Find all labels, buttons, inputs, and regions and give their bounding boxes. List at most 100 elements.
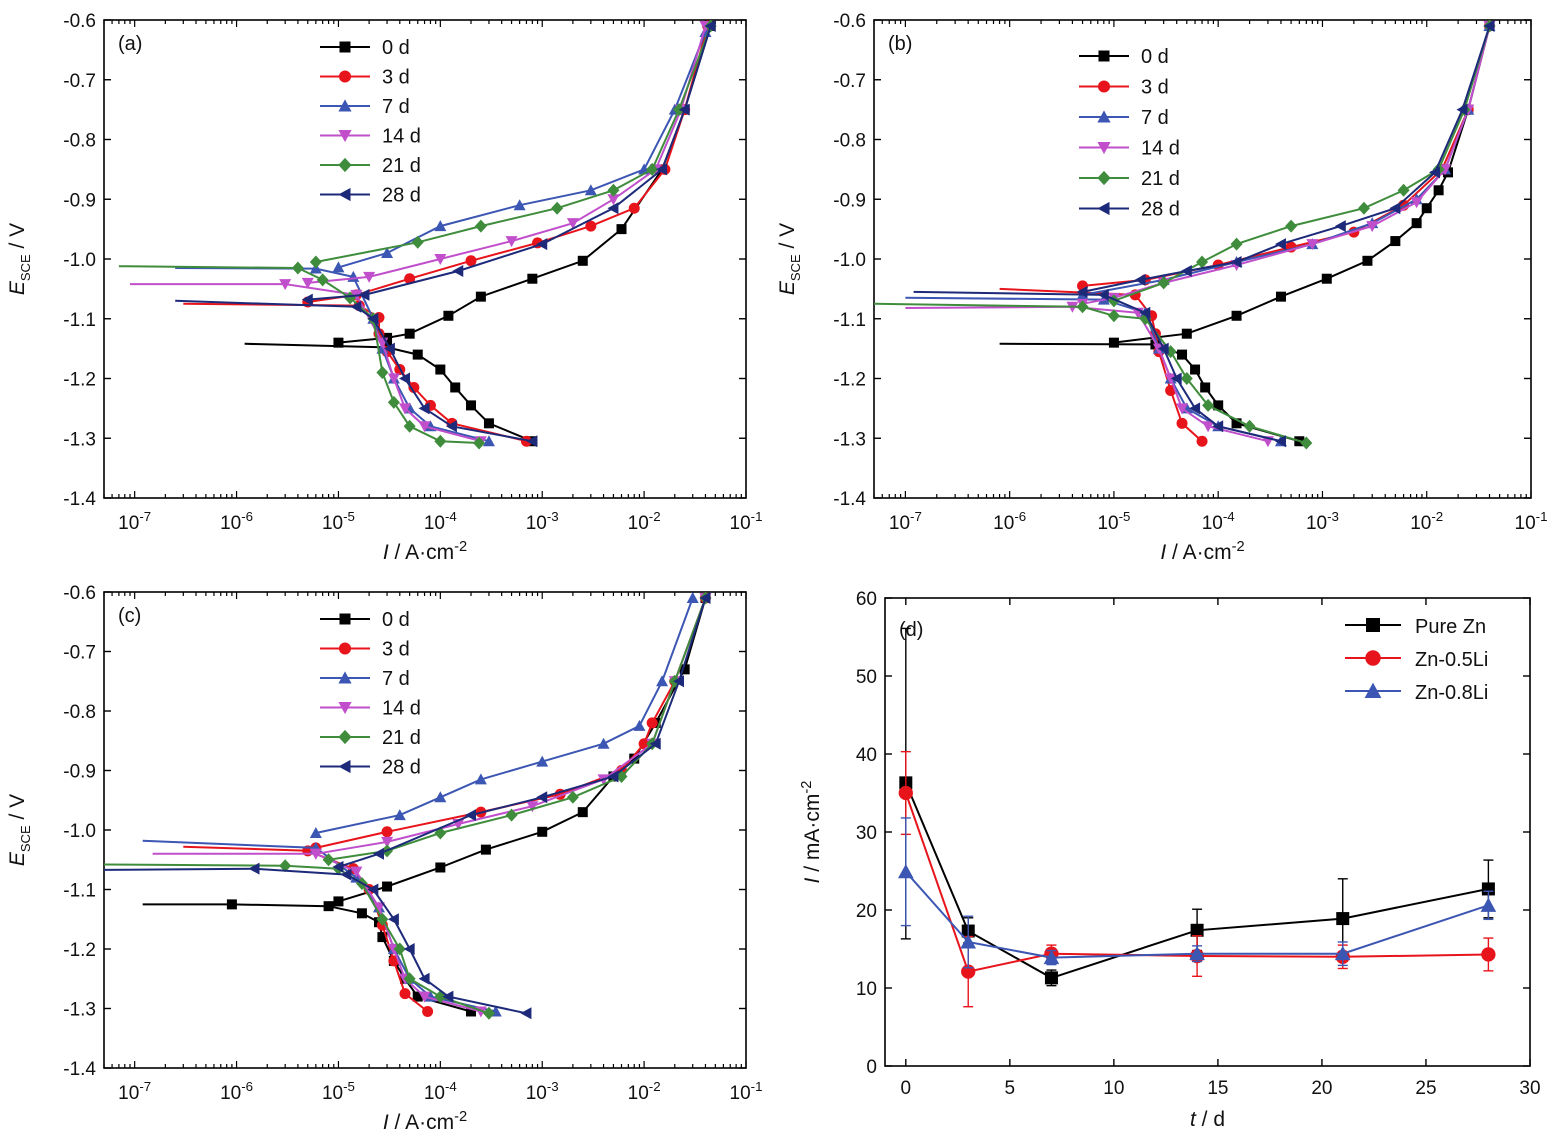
panel-a-polarization-chart: -0.6 -0.7 -0.8 -0.9 -1.0 -1.1 -1.2 -1.3 -1.4 10-7… — [6, 11, 762, 564]
series-7-d — [142, 592, 699, 1017]
legend: 0 d 3 d 7 d 14 d 21 d 28 d — [320, 37, 421, 207]
x-tick-label: 10-5​ — [322, 509, 355, 534]
data-point — [513, 199, 526, 211]
legend-label: 21 d — [382, 727, 421, 749]
data-point — [649, 737, 661, 750]
series-0-d — [999, 20, 1495, 447]
data-point — [1189, 402, 1201, 415]
data-point — [1176, 403, 1189, 415]
legend-label: 3 d — [382, 639, 410, 661]
x-tick-label: 10-1​ — [730, 1079, 763, 1104]
y-tick-label: -0.7 — [63, 71, 96, 92]
data-point — [434, 220, 447, 232]
y-tick-label: -0.7 — [833, 71, 866, 92]
y-tick-label: -0.7 — [63, 643, 96, 664]
data-point — [372, 902, 385, 914]
data-point — [434, 434, 447, 448]
data-point — [1213, 400, 1224, 411]
data-point — [332, 860, 344, 873]
data-point — [418, 421, 431, 433]
cathodic-branch-line — [183, 302, 527, 443]
legend: Pure Zn Zn-0.5Li Zn-0.8Li — [1345, 616, 1488, 704]
data-point — [1243, 419, 1256, 433]
y-tick-label: 50 — [856, 667, 877, 688]
legend-label: 0 d — [382, 609, 410, 631]
panel-label: (d) — [899, 619, 923, 641]
x-tick-label: 10-4​ — [424, 509, 457, 534]
legend-label: 3 d — [1141, 77, 1169, 99]
data-point — [1366, 221, 1379, 233]
plot-area — [898, 627, 1497, 1008]
data-point — [1421, 203, 1432, 214]
y-tick-label: -1.3 — [63, 1000, 96, 1021]
x-tick-label: 10-6​ — [993, 509, 1026, 534]
data-point — [344, 291, 357, 305]
data-point — [465, 809, 477, 822]
data-point — [399, 403, 412, 415]
data-point — [1190, 923, 1204, 937]
legend-label: 7 d — [1141, 107, 1169, 129]
data-point — [536, 791, 548, 804]
data-point — [536, 755, 549, 767]
y-tick-label: -1.2 — [833, 370, 866, 391]
x-tick-label: 10-2​ — [1410, 509, 1443, 534]
data-point — [1481, 947, 1496, 962]
data-point — [367, 312, 379, 325]
data-point — [607, 202, 619, 215]
data-point — [1397, 183, 1410, 197]
legend-label: 3 d — [382, 67, 410, 89]
data-point — [673, 675, 685, 688]
panel-label: (a) — [118, 33, 142, 55]
cathodic-branch-line — [104, 863, 490, 1015]
y-tick-label: 20 — [856, 901, 877, 922]
data-point — [435, 364, 446, 375]
x-tick-label: 10-4​ — [1202, 509, 1235, 534]
data-point — [399, 988, 411, 1000]
y-tick-label: -1.2 — [63, 370, 96, 391]
data-point — [597, 737, 610, 749]
data-point — [1389, 202, 1401, 215]
data-point — [309, 826, 322, 838]
data-point — [387, 395, 400, 409]
data-point — [411, 235, 424, 249]
data-point — [1044, 971, 1058, 985]
legend: 0 d 3 d 7 d 14 d 21 d 28 d — [1079, 46, 1180, 221]
data-point — [1200, 382, 1211, 393]
legend-label: 0 d — [382, 37, 410, 59]
series-21-d — [118, 20, 717, 450]
data-point — [404, 273, 416, 285]
data-point — [1108, 337, 1119, 348]
y-tick-label: -1.1 — [63, 881, 96, 902]
data-point — [381, 826, 393, 838]
y-tick-label: -1.4 — [833, 489, 866, 510]
data-point — [566, 790, 579, 804]
y-tick-label: 30 — [856, 823, 877, 844]
data-point — [443, 310, 454, 321]
data-point — [551, 201, 564, 215]
y-axis-label: ESCE​ / V — [776, 223, 803, 295]
data-point — [301, 293, 313, 306]
legend-label: 21 d — [382, 155, 421, 177]
data-point — [322, 853, 335, 867]
anodic-branch-line — [1082, 25, 1491, 305]
y-tick-label: 0 — [866, 1057, 877, 1078]
data-point — [434, 254, 447, 265]
data-point — [372, 847, 384, 860]
panel-d-current-vs-time-chart: 0 10 20 30 40 50 60 0 5 10 15 20 25 30 t / d I / mA·cm-… — [799, 589, 1541, 1131]
data-point — [1230, 255, 1242, 268]
x-tick-label: 0 — [901, 1078, 912, 1099]
data-point — [1196, 435, 1208, 447]
data-point — [1177, 349, 1188, 360]
series-28-d — [175, 20, 716, 448]
data-point — [526, 435, 538, 448]
anodic-branch-line — [338, 597, 707, 868]
x-tick-label: 5 — [1005, 1078, 1016, 1099]
data-point — [408, 381, 420, 393]
panel-label: (c) — [118, 605, 141, 627]
plot-area — [874, 20, 1496, 450]
x-tick-label: 10-7​ — [118, 509, 151, 534]
data-point — [1181, 328, 1192, 339]
data-point — [399, 372, 411, 385]
data-point — [412, 991, 423, 1002]
